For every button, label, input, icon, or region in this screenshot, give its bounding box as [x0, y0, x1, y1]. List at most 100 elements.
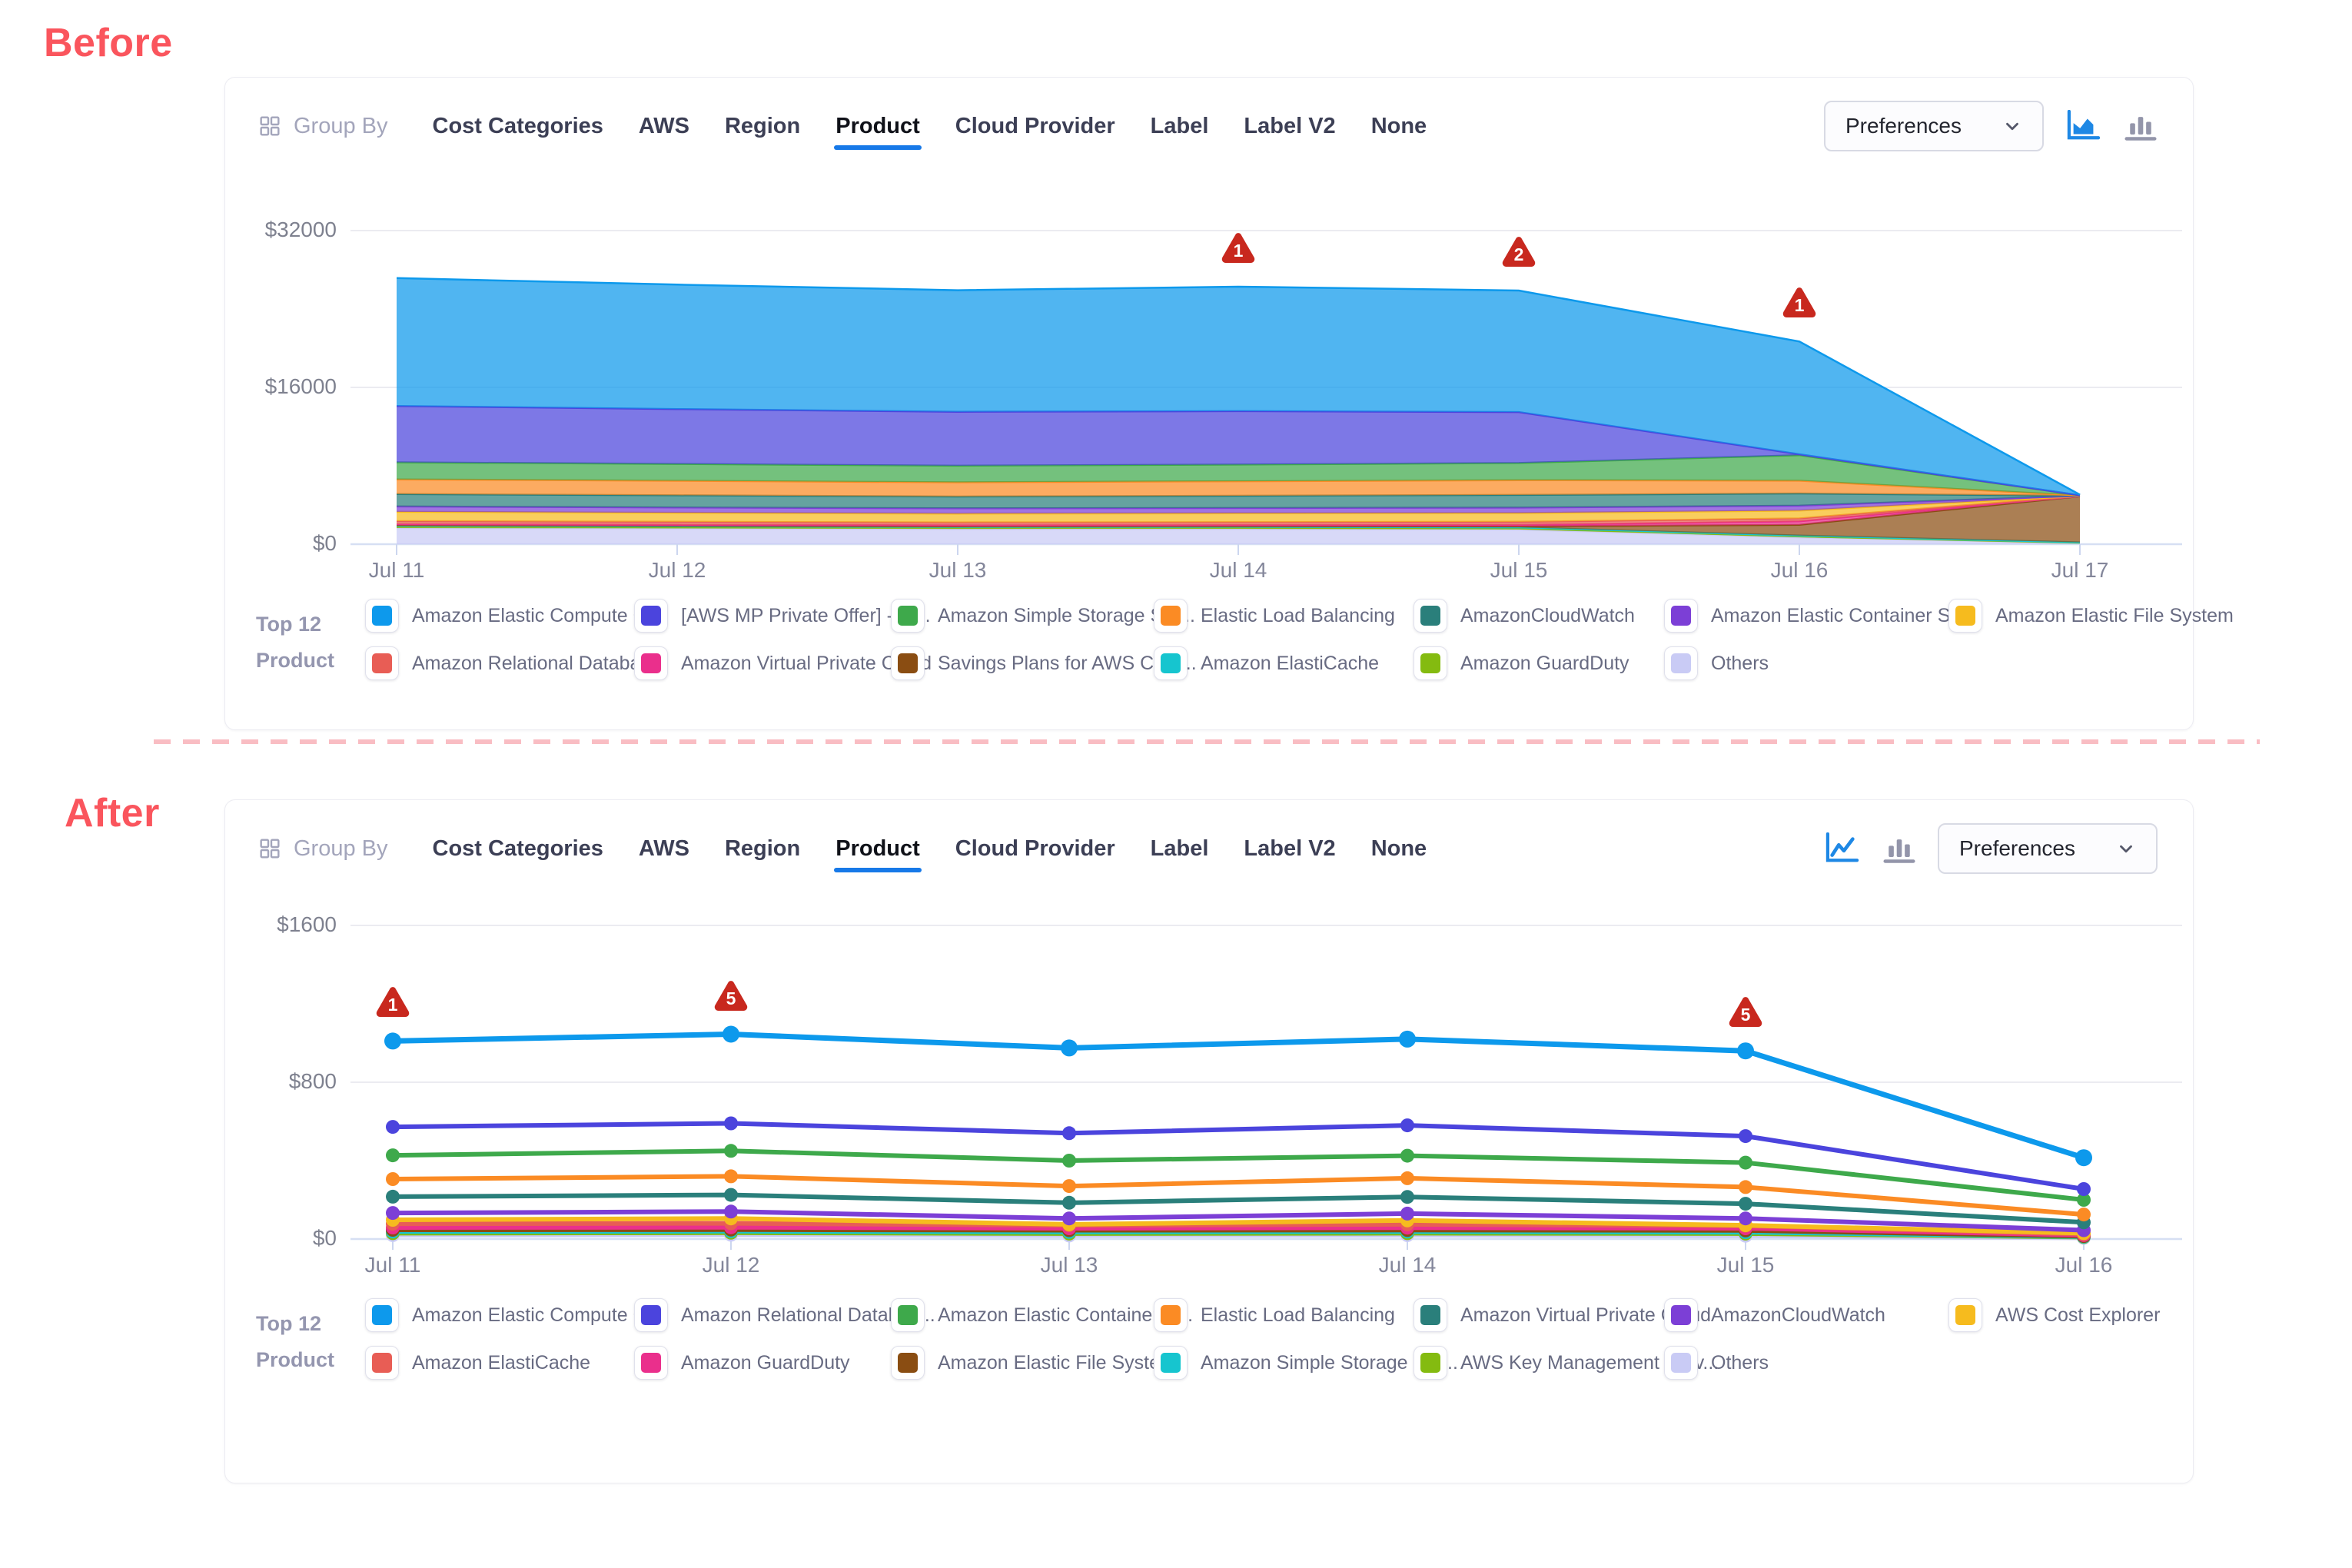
legend-label: AmazonCloudWatch — [1711, 1304, 1885, 1326]
legend-item[interactable]: Others — [1664, 1346, 1948, 1380]
legend-label: Amazon Elastic Container S... — [1711, 604, 1967, 626]
x-axis-tick-label: Jul 11 — [368, 558, 425, 582]
x-axis-tick-label: Jul 13 — [929, 558, 987, 582]
legend-swatch-icon — [634, 599, 668, 633]
after-card: Group By Cost Categories AWS Region Product… — [224, 799, 2194, 1483]
legend-swatch-icon — [1664, 1298, 1698, 1332]
tab-none[interactable]: None — [1370, 113, 1427, 138]
dashed-separator — [154, 739, 2260, 744]
legend-label: Elastic Load Balancing — [1201, 1304, 1395, 1326]
tab-cost-categories[interactable]: Cost Categories — [432, 113, 603, 138]
legend-label: AmazonCloudWatch — [1460, 604, 1635, 626]
before-card: Group By Cost Categories AWS Region Product… — [224, 77, 2234, 730]
x-axis-tick-label: Jul 14 — [1209, 558, 1267, 582]
anomaly-alert-badge[interactable]: 5 — [713, 979, 749, 1013]
tab-label[interactable]: Label — [1150, 113, 1209, 138]
y-axis-tick-label: $800 — [288, 1069, 337, 1093]
tab-label[interactable]: Label — [1150, 835, 1209, 861]
group-by-tabs: Cost Categories AWS Region Product Cloud Pro… — [432, 113, 1427, 150]
legend-item[interactable]: Amazon Virtual Private Cloud — [634, 646, 932, 680]
chevron-down-icon — [2006, 122, 2018, 131]
tab-product[interactable]: Product — [834, 113, 922, 150]
anomaly-alert-badge[interactable]: 1 — [374, 985, 411, 1019]
bar-chart-toggle[interactable] — [1882, 832, 1916, 865]
legend-label: Amazon Simple Storage Ser... — [938, 604, 1195, 626]
tab-product[interactable]: Product — [834, 835, 922, 872]
anomaly-alert-badge[interactable]: 2 — [1500, 235, 1537, 269]
legend-swatch-icon — [1154, 599, 1188, 633]
preferences-dropdown[interactable]: Preferences — [1824, 101, 2044, 151]
legend-item[interactable]: Amazon Relational Databas... — [634, 1298, 935, 1332]
legend-item[interactable]: Amazon Simple Storage Ser... — [1154, 1346, 1458, 1380]
legend-item[interactable]: AmazonCloudWatch — [1414, 599, 1664, 633]
tab-aws[interactable]: AWS — [638, 113, 689, 138]
legend-label: Savings Plans for AWS Com... — [938, 652, 1197, 674]
after-legend: Amazon Elastic Compute Cl... Amazon Relat… — [365, 1298, 2178, 1380]
legend-swatch-icon — [634, 646, 668, 680]
alert-count: 5 — [726, 988, 736, 1008]
legend-item[interactable]: AWS Key Management Serv... — [1414, 1346, 1719, 1380]
legend-label: Amazon GuardDuty — [1460, 652, 1629, 674]
legend-label: Elastic Load Balancing — [1201, 604, 1395, 626]
legend-label: Amazon Virtual Private Cloud — [681, 652, 932, 674]
legend-item[interactable]: Elastic Load Balancing — [1154, 599, 1414, 633]
tab-cost-categories[interactable]: Cost Categories — [432, 835, 603, 861]
tab-cloud-provider[interactable]: Cloud Provider — [955, 113, 1115, 138]
legend-swatch-icon — [891, 1298, 925, 1332]
legend-swatch-icon — [1664, 599, 1698, 633]
legend-swatch-icon — [365, 1298, 399, 1332]
legend-label: Amazon Relational Databas... — [412, 652, 666, 674]
legend-item[interactable]: Amazon Elastic File System — [891, 1346, 1176, 1380]
legend-item[interactable]: Amazon Elastic Compute Cl... — [365, 1298, 667, 1332]
tab-none[interactable]: None — [1370, 835, 1427, 861]
legend-label: Amazon Elastic Compute Cl... — [412, 1304, 668, 1326]
legend-label: Amazon Elastic Container S... — [938, 1304, 1194, 1326]
bar-chart-toggle[interactable] — [2124, 110, 2158, 142]
x-axis-tick-label: Jul 13 — [1040, 1253, 1098, 1277]
legend-swatch-icon — [1414, 1298, 1447, 1332]
legend-swatch-icon — [365, 599, 399, 633]
legend-swatch-icon — [1414, 646, 1447, 680]
legend-item[interactable]: Savings Plans for AWS Com... — [891, 646, 1197, 680]
legend-item[interactable]: Amazon ElastiCache — [365, 1346, 634, 1380]
group-by-control: Group By — [257, 836, 388, 862]
legend-item[interactable]: Amazon Relational Databas... — [365, 646, 666, 680]
anomaly-alert-badge[interactable]: 5 — [1727, 995, 1764, 1029]
anomaly-alert-badge[interactable]: 1 — [1781, 286, 1818, 320]
anomaly-alert-badge[interactable]: 1 — [1220, 231, 1257, 265]
legend-item[interactable]: Amazon Simple Storage Ser... — [891, 599, 1195, 633]
tab-region[interactable]: Region — [724, 113, 801, 138]
tab-region[interactable]: Region — [724, 835, 801, 861]
x-axis-tick-label: Jul 17 — [2051, 558, 2109, 582]
before-header: Group By Cost Categories AWS Region Product… — [257, 98, 2158, 154]
tab-label-v2[interactable]: Label V2 — [1244, 835, 1336, 861]
tab-cloud-provider[interactable]: Cloud Provider — [955, 835, 1115, 861]
preferences-dropdown[interactable]: Preferences — [1938, 823, 2158, 874]
tab-label-v2[interactable]: Label V2 — [1244, 113, 1336, 138]
tab-aws[interactable]: AWS — [638, 835, 689, 861]
legend-item[interactable]: [AWS MP Private Offer] - M... — [634, 599, 931, 633]
legend-item[interactable]: Others — [1664, 646, 1948, 680]
legend-item[interactable]: Amazon Virtual Private Cloud — [1414, 1298, 1711, 1332]
x-axis-tick-label: Jul 16 — [1770, 558, 1829, 582]
legend-item[interactable]: Amazon Elastic File System — [1948, 599, 2234, 633]
legend-item[interactable]: Amazon Elastic Container S... — [891, 1298, 1193, 1332]
legend-item[interactable]: Elastic Load Balancing — [1154, 1298, 1414, 1332]
legend-item[interactable]: AWS Cost Explorer — [1948, 1298, 2178, 1332]
legend-item[interactable]: Amazon GuardDuty — [634, 1346, 891, 1380]
legend-label: AWS Cost Explorer — [1995, 1304, 2161, 1326]
legend-title: Top 12 Product — [256, 1312, 335, 1372]
area-chart-toggle[interactable] — [2065, 110, 2102, 142]
preferences-label: Preferences — [1959, 836, 2075, 860]
legend-label: [AWS MP Private Offer] - M... — [681, 604, 931, 626]
legend-swatch-icon — [1664, 1346, 1698, 1380]
legend-item[interactable]: Amazon ElastiCache — [1154, 646, 1414, 680]
legend-swatch-icon — [1154, 646, 1188, 680]
legend-item[interactable]: AmazonCloudWatch — [1664, 1298, 1948, 1332]
legend-item[interactable]: Amazon Elastic Container S... — [1664, 599, 1966, 633]
legend-item[interactable]: Amazon GuardDuty — [1414, 646, 1664, 680]
legend-label: Amazon Elastic Compute Cl... — [412, 604, 668, 626]
group-by-tabs: Cost Categories AWS Region Product Cloud Pro… — [432, 835, 1427, 872]
line-chart-toggle[interactable] — [1824, 832, 1861, 865]
legend-item[interactable]: Amazon Elastic Compute Cl... — [365, 599, 667, 633]
